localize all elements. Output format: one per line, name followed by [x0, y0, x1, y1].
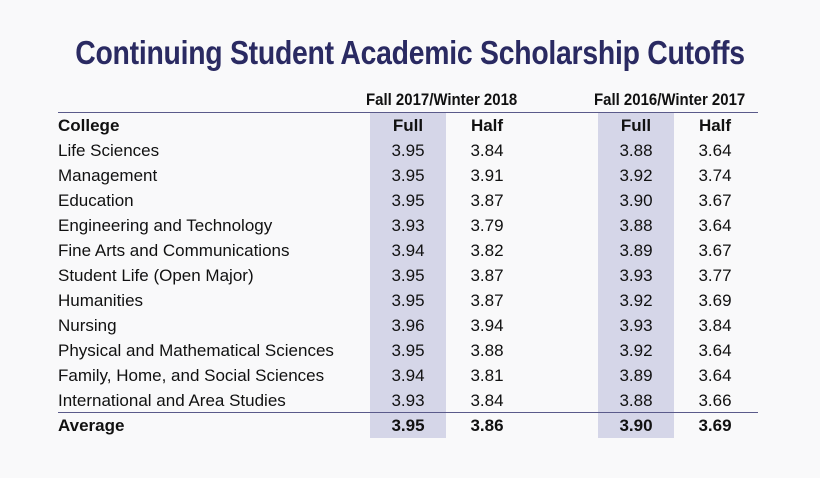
half-cutoff-2018: 3.87	[470, 266, 504, 285]
half-cutoff-2017: 3.67	[698, 241, 732, 260]
column-gap	[528, 138, 598, 163]
full-cutoff-2017: 3.88	[619, 141, 653, 160]
group-header-2017: Fall 2016/Winter 2017	[594, 90, 746, 109]
half-cutoff-2018: 3.82	[470, 241, 504, 260]
half-cutoff-2017: 3.64	[698, 141, 732, 160]
table-row: International and Area Studies 3.93 3.84 3.…	[58, 388, 756, 413]
column-gap	[528, 263, 598, 288]
full-cutoff-2018: 3.93	[391, 216, 425, 235]
half-cutoff-2017: 3.84	[698, 316, 732, 335]
average-rule	[58, 412, 758, 413]
table-row: Engineering and Technology 3.93 3.79 3.88 3.…	[58, 213, 756, 238]
cutoffs-table: College Full Half Full Half Life Science…	[58, 113, 756, 438]
full-cutoff-2018: 3.96	[391, 316, 425, 335]
average-half-2018: 3.86	[470, 416, 504, 435]
half-cutoff-2018: 3.81	[470, 366, 504, 385]
half-cutoff-2018: 3.87	[470, 291, 504, 310]
page-title: Continuing Student Academic Scholarship …	[75, 34, 745, 71]
full-cutoff-2017: 3.89	[619, 366, 653, 385]
column-gap	[528, 213, 598, 238]
full-cutoff-2018: 3.95	[391, 191, 425, 210]
column-gap	[528, 363, 598, 388]
full-cutoff-2018: 3.95	[391, 291, 425, 310]
half-cutoff-2018: 3.88	[470, 341, 504, 360]
college-name: Humanities	[58, 291, 144, 310]
college-name: Education	[58, 191, 134, 210]
half-cutoff-2018: 3.94	[470, 316, 504, 335]
full-cutoff-2018: 3.95	[391, 341, 425, 360]
full-cutoff-2017: 3.88	[619, 216, 653, 235]
college-name: Student Life (Open Major)	[58, 266, 254, 285]
average-full-2017: 3.90	[619, 416, 653, 435]
college-name: Fine Arts and Communications	[58, 241, 290, 260]
column-gap	[528, 188, 598, 213]
full-cutoff-2017: 3.92	[619, 291, 653, 310]
column-gap	[528, 288, 598, 313]
column-gap	[528, 338, 598, 363]
table-row: Nursing 3.96 3.94 3.93 3.84	[58, 313, 756, 338]
full-cutoff-2017: 3.93	[619, 266, 653, 285]
header-rule	[58, 112, 758, 113]
column-gap	[528, 238, 598, 263]
full-cutoff-2017: 3.92	[619, 166, 653, 185]
table-row: Life Sciences 3.95 3.84 3.88 3.64	[58, 138, 756, 163]
half-cutoff-2017: 3.66	[698, 391, 732, 410]
column-gap	[528, 113, 598, 138]
half-cutoff-2017: 3.64	[698, 366, 732, 385]
college-name: Family, Home, and Social Sciences	[58, 366, 325, 385]
half-cutoff-2017: 3.64	[698, 341, 732, 360]
half-cutoff-2017: 3.69	[698, 291, 732, 310]
column-gap	[528, 313, 598, 338]
half-column-header-2017: Half	[698, 116, 732, 135]
group-header-2018: Fall 2017/Winter 2018	[366, 90, 518, 109]
table-row: Education 3.95 3.87 3.90 3.67	[58, 188, 756, 213]
full-cutoff-2018: 3.93	[391, 391, 425, 410]
half-cutoff-2018: 3.84	[470, 391, 504, 410]
table-row: Fine Arts and Communications 3.94 3.82 3.89…	[58, 238, 756, 263]
full-cutoff-2017: 3.89	[619, 241, 653, 260]
column-gap	[528, 388, 598, 413]
half-cutoff-2017: 3.77	[698, 266, 732, 285]
half-cutoff-2018: 3.84	[470, 141, 504, 160]
table-row: Humanities 3.95 3.87 3.92 3.69	[58, 288, 756, 313]
half-column-header-2018: Half	[470, 116, 504, 135]
full-cutoff-2017: 3.93	[619, 316, 653, 335]
full-cutoff-2018: 3.94	[391, 241, 425, 260]
full-column-shade-2017	[598, 113, 674, 438]
full-cutoff-2018: 3.95	[391, 141, 425, 160]
full-column-shade-2018	[370, 113, 446, 438]
half-cutoff-2017: 3.67	[698, 191, 732, 210]
college-name: Physical and Mathematical Sciences	[58, 341, 334, 360]
table-row: Family, Home, and Social Sciences 3.94 3.8…	[58, 363, 756, 388]
full-cutoff-2017: 3.90	[619, 191, 653, 210]
full-cutoff-2018: 3.95	[391, 266, 425, 285]
college-name: International and Area Studies	[58, 391, 286, 410]
average-half-2017: 3.69	[698, 416, 732, 435]
column-header-row: College Full Half Full Half	[58, 113, 756, 138]
average-label: Average	[58, 416, 125, 435]
college-name: Life Sciences	[58, 141, 160, 160]
full-cutoff-2018: 3.94	[391, 366, 425, 385]
half-cutoff-2018: 3.79	[470, 216, 504, 235]
column-gap	[528, 413, 598, 438]
half-cutoff-2018: 3.91	[470, 166, 504, 185]
college-name: Engineering and Technology	[58, 216, 273, 235]
average-row: Average 3.95 3.86 3.90 3.69	[58, 413, 756, 438]
full-column-header-2018: Full	[392, 116, 424, 135]
half-cutoff-2018: 3.87	[470, 191, 504, 210]
college-column-header: College	[58, 116, 120, 135]
table-row: Management 3.95 3.91 3.92 3.74	[58, 163, 756, 188]
average-full-2018: 3.95	[391, 416, 425, 435]
full-cutoff-2017: 3.88	[619, 391, 653, 410]
college-name: Management	[58, 166, 158, 185]
table-row: Physical and Mathematical Sciences 3.95 3.…	[58, 338, 756, 363]
full-column-header-2017: Full	[620, 116, 652, 135]
column-gap	[528, 163, 598, 188]
college-name: Nursing	[58, 316, 117, 335]
half-cutoff-2017: 3.74	[698, 166, 732, 185]
full-cutoff-2018: 3.95	[391, 166, 425, 185]
half-cutoff-2017: 3.64	[698, 216, 732, 235]
full-cutoff-2017: 3.92	[619, 341, 653, 360]
table-row: Student Life (Open Major) 3.95 3.87 3.93 3.7…	[58, 263, 756, 288]
